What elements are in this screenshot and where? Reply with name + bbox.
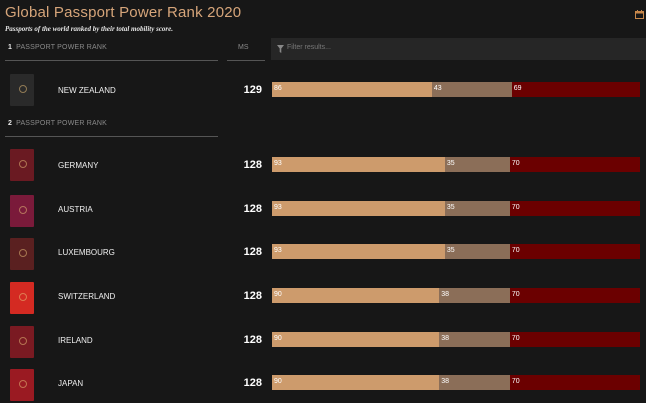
- passport-row[interactable]: JAPAN 128 90 38 70: [0, 363, 646, 403]
- visa-free-segment-value: 90: [274, 378, 282, 385]
- visa-on-arrival-segment-value: 38: [441, 291, 450, 298]
- mobility-score: 128: [243, 334, 262, 346]
- passport-row[interactable]: LUXEMBOURG 128 93 35 70: [0, 232, 646, 272]
- country-name: NEW ZEALAND: [58, 86, 116, 95]
- passport-cover-image: [10, 238, 34, 270]
- visa-on-arrival-segment: 35: [444, 157, 510, 172]
- visa-free-segment: 90: [272, 375, 440, 390]
- country-name: SWITZERLAND: [58, 292, 116, 301]
- visa-on-arrival-segment: 38: [439, 375, 510, 390]
- visa-on-arrival-segment-value: 43: [433, 85, 442, 92]
- mobility-score: 128: [243, 246, 262, 258]
- passport-cover-image: [10, 369, 34, 401]
- visa-required-segment-value: 70: [511, 335, 520, 342]
- page-title: Global Passport Power Rank 2020: [5, 4, 242, 21]
- visa-required-segment: 70: [509, 157, 640, 172]
- visa-required-segment-value: 70: [511, 378, 520, 385]
- country-name: IRELAND: [58, 336, 93, 345]
- rank-number: 2: [8, 120, 13, 127]
- visa-required-segment: 70: [509, 201, 640, 216]
- visa-breakdown-bar: 90 38 70: [272, 288, 640, 303]
- country-name: LUXEMBOURG: [58, 248, 115, 257]
- rank-group-divider: [5, 60, 218, 61]
- passport-cover-image: [10, 74, 34, 106]
- ms-header-divider: [227, 60, 265, 61]
- visa-free-segment-value: 86: [274, 85, 282, 92]
- passport-cover-image: [10, 282, 34, 314]
- visa-on-arrival-segment: 38: [439, 332, 510, 347]
- visa-required-segment-value: 70: [511, 204, 520, 211]
- visa-on-arrival-segment-value: 35: [446, 204, 455, 211]
- passport-row[interactable]: GERMANY 128 93 35 70: [0, 145, 646, 185]
- visa-on-arrival-segment-value: 35: [446, 247, 455, 254]
- visa-required-segment-value: 70: [511, 160, 520, 167]
- visa-breakdown-bar: 90 38 70: [272, 332, 640, 347]
- visa-required-segment: 70: [509, 375, 640, 390]
- visa-free-segment: 90: [272, 332, 440, 347]
- rank-number: 1: [8, 44, 13, 51]
- visa-free-segment: 90: [272, 288, 440, 303]
- visa-on-arrival-segment: 35: [444, 201, 510, 216]
- calendar-icon[interactable]: [635, 10, 644, 19]
- visa-breakdown-bar: 93 35 70: [272, 201, 640, 216]
- mobility-score: 128: [243, 203, 262, 215]
- mobility-score: 129: [243, 84, 262, 96]
- country-name: AUSTRIA: [58, 205, 93, 214]
- visa-required-segment: 70: [509, 288, 640, 303]
- visa-breakdown-bar: 93 35 70: [272, 244, 640, 259]
- visa-breakdown-bar: 93 35 70: [272, 157, 640, 172]
- rank-group-divider: [5, 136, 218, 137]
- filter-input[interactable]: Filter results...: [271, 38, 646, 60]
- visa-on-arrival-segment-value: 38: [441, 335, 450, 342]
- visa-on-arrival-segment: 35: [444, 244, 510, 259]
- rank-label: PASSPORT POWER RANK: [16, 44, 108, 51]
- rank-label: PASSPORT POWER RANK: [16, 120, 108, 127]
- visa-required-segment-value: 70: [511, 291, 520, 298]
- passport-cover-image: [10, 149, 34, 181]
- visa-on-arrival-segment-value: 38: [441, 378, 450, 385]
- visa-required-segment-value: 69: [513, 85, 522, 92]
- visa-on-arrival-segment: 38: [439, 288, 510, 303]
- ms-column-header: MS: [238, 44, 249, 51]
- rank-group-header: 2 PASSPORT POWER RANK: [8, 120, 107, 127]
- passport-cover-image: [10, 326, 34, 358]
- passport-row[interactable]: NEW ZEALAND 129 86 43 69: [0, 70, 646, 110]
- rank-group-header: 1 PASSPORT POWER RANK: [8, 44, 107, 51]
- country-name: GERMANY: [58, 161, 99, 170]
- visa-free-segment-value: 90: [274, 291, 282, 298]
- visa-free-segment: 93: [272, 244, 445, 259]
- visa-breakdown-bar: 90 38 70: [272, 375, 640, 390]
- visa-free-segment-value: 93: [274, 160, 282, 167]
- page-subtitle: Passports of the world ranked by their t…: [5, 25, 174, 33]
- visa-free-segment-value: 93: [274, 204, 282, 211]
- passport-cover-image: [10, 195, 34, 227]
- visa-free-segment-value: 93: [274, 247, 282, 254]
- visa-required-segment: 70: [509, 332, 640, 347]
- filter-placeholder: Filter results...: [287, 44, 331, 51]
- visa-on-arrival-segment: 43: [431, 82, 512, 97]
- passport-row[interactable]: SWITZERLAND 128 90 38 70: [0, 276, 646, 316]
- visa-breakdown-bar: 86 43 69: [272, 82, 640, 97]
- passport-row[interactable]: AUSTRIA 128 93 35 70: [0, 189, 646, 229]
- mobility-score: 128: [243, 159, 262, 171]
- mobility-score: 128: [243, 377, 262, 389]
- visa-required-segment: 69: [511, 82, 640, 97]
- passport-row[interactable]: IRELAND 128 90 38 70: [0, 320, 646, 360]
- visa-required-segment: 70: [509, 244, 640, 259]
- country-name: JAPAN: [58, 379, 84, 388]
- visa-required-segment-value: 70: [511, 247, 520, 254]
- visa-free-segment: 93: [272, 157, 445, 172]
- visa-on-arrival-segment-value: 35: [446, 160, 455, 167]
- visa-free-segment: 93: [272, 201, 445, 216]
- filter-icon: [277, 45, 284, 53]
- visa-free-segment-value: 90: [274, 335, 282, 342]
- mobility-score: 128: [243, 290, 262, 302]
- visa-free-segment: 86: [272, 82, 432, 97]
